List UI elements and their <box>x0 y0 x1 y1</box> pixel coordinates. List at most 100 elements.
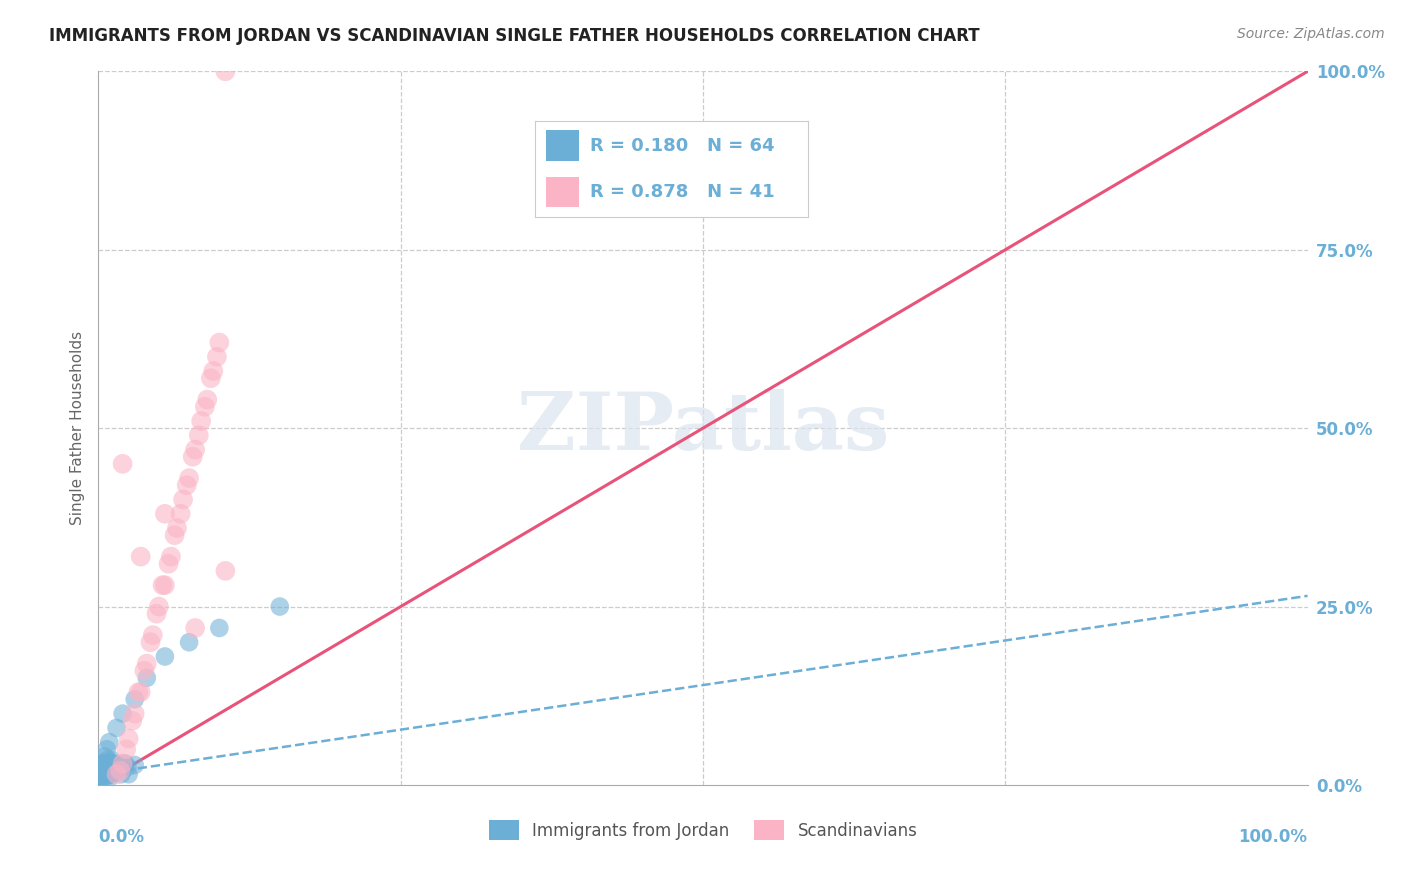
Point <box>111 706 134 721</box>
Point <box>98 771 121 785</box>
Legend: Immigrants from Jordan, Scandinavians: Immigrants from Jordan, Scandinavians <box>481 812 925 848</box>
Point <box>195 392 218 407</box>
Point <box>91 760 114 774</box>
Point <box>97 764 120 778</box>
Point <box>91 764 114 778</box>
Point <box>94 762 117 776</box>
Point <box>114 756 136 771</box>
Point <box>135 671 157 685</box>
Point <box>157 557 180 571</box>
Point <box>181 450 204 464</box>
Point <box>214 564 236 578</box>
Point <box>202 364 225 378</box>
Point <box>187 428 209 442</box>
Point <box>91 760 114 774</box>
Point <box>98 758 121 772</box>
Point <box>97 756 120 771</box>
Point <box>208 621 231 635</box>
Point <box>89 771 111 785</box>
Point <box>98 735 121 749</box>
Point <box>90 772 112 787</box>
Point <box>91 764 114 778</box>
Point <box>111 756 134 771</box>
Point <box>179 635 201 649</box>
Point <box>135 657 157 671</box>
Point <box>96 756 118 771</box>
Point <box>184 442 207 457</box>
Point <box>134 664 156 678</box>
Point <box>90 764 112 778</box>
Point <box>117 760 139 774</box>
Text: R = 0.180   N = 64: R = 0.180 N = 64 <box>591 136 775 155</box>
Text: ZIPatlas: ZIPatlas <box>517 389 889 467</box>
Point <box>94 767 117 781</box>
Point <box>153 578 176 592</box>
Point <box>129 549 152 564</box>
Point <box>93 756 115 771</box>
Point <box>91 767 114 781</box>
Point <box>124 692 146 706</box>
Point <box>89 774 111 789</box>
Point <box>100 767 122 781</box>
Text: 0.0%: 0.0% <box>98 828 145 846</box>
Point <box>108 764 131 778</box>
Bar <box>546 130 579 161</box>
Point <box>100 753 122 767</box>
Point <box>190 414 212 428</box>
Point <box>104 765 127 780</box>
Point <box>105 760 128 774</box>
Point <box>127 685 149 699</box>
Point <box>100 760 122 774</box>
Text: IMMIGRANTS FROM JORDAN VS SCANDINAVIAN SINGLE FATHER HOUSEHOLDS CORRELATION CHAR: IMMIGRANTS FROM JORDAN VS SCANDINAVIAN S… <box>49 27 980 45</box>
Point <box>96 753 118 767</box>
Point <box>118 767 141 781</box>
Point <box>112 756 135 771</box>
Point <box>91 756 114 771</box>
Point <box>105 760 128 774</box>
Point <box>96 764 118 778</box>
Point <box>91 771 114 785</box>
Point <box>139 635 162 649</box>
Point <box>169 507 191 521</box>
Point <box>98 767 121 781</box>
Point <box>89 771 111 785</box>
Point <box>205 350 228 364</box>
Point <box>129 685 152 699</box>
Point <box>148 599 170 614</box>
Point <box>93 764 115 778</box>
Point <box>97 760 120 774</box>
Point <box>124 706 146 721</box>
Point <box>176 478 198 492</box>
Point <box>208 335 231 350</box>
Point <box>269 599 291 614</box>
Y-axis label: Single Father Households: Single Father Households <box>69 331 84 525</box>
Point <box>100 764 122 778</box>
Point <box>103 756 125 771</box>
Point <box>111 457 134 471</box>
Point <box>153 649 176 664</box>
Point <box>124 758 146 772</box>
Point <box>179 471 201 485</box>
Point <box>108 764 131 778</box>
Point <box>93 767 115 781</box>
Point <box>90 764 112 778</box>
Point <box>105 721 128 735</box>
Point <box>163 528 186 542</box>
Point <box>96 769 118 783</box>
Point <box>101 764 124 778</box>
Point <box>145 607 167 621</box>
Point <box>90 760 112 774</box>
Text: R = 0.878   N = 41: R = 0.878 N = 41 <box>591 183 775 201</box>
Point <box>96 742 118 756</box>
Point <box>93 765 115 780</box>
Point <box>118 731 141 746</box>
Point <box>93 749 115 764</box>
Point <box>110 767 132 781</box>
Point <box>166 521 188 535</box>
Bar <box>546 177 579 207</box>
Point <box>101 756 124 771</box>
Point <box>160 549 183 564</box>
Point <box>107 764 129 778</box>
Point <box>152 578 174 592</box>
Point <box>142 628 165 642</box>
